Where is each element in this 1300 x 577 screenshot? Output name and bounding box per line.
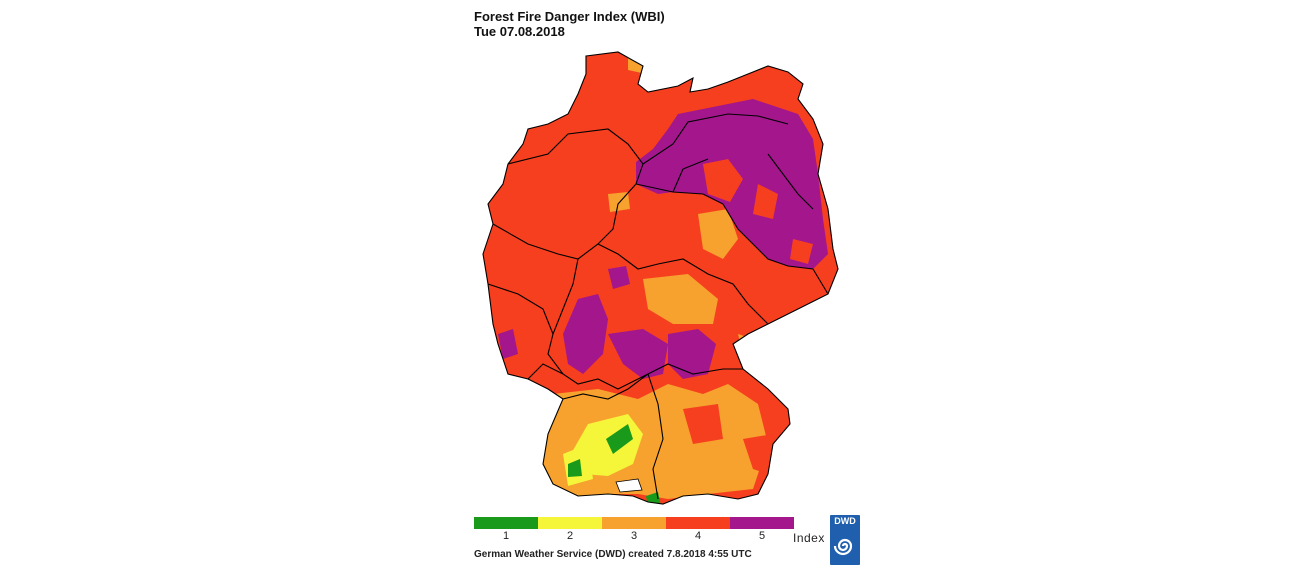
legend-swatch-1 <box>474 517 538 529</box>
dwd-logo: DWD <box>830 515 860 565</box>
legend-label-5: 5 <box>758 530 766 542</box>
legend-labels: 1 2 3 4 5 <box>474 530 794 542</box>
legend-swatch-2 <box>538 517 602 529</box>
legend-swatch-4 <box>666 517 730 529</box>
map-title: Forest Fire Danger Index (WBI) <box>474 9 665 24</box>
legend-label-3: 3 <box>630 530 638 542</box>
legend-colorbar <box>474 517 794 529</box>
legend-unit: Index <box>793 531 825 545</box>
legend-label-1: 1 <box>502 530 510 542</box>
legend-swatch-3 <box>602 517 666 529</box>
spiral-icon <box>833 538 853 556</box>
dwd-logo-text: DWD <box>834 516 856 526</box>
footer-credit: German Weather Service (DWD) created 7.8… <box>474 549 752 560</box>
title-block: Forest Fire Danger Index (WBI) Tue 07.08… <box>474 9 665 39</box>
legend-swatch-5 <box>730 517 794 529</box>
map-date: Tue 07.08.2018 <box>474 24 565 39</box>
fire-danger-map <box>468 44 858 510</box>
legend-label-4: 4 <box>694 530 702 542</box>
legend-label-2: 2 <box>566 530 574 542</box>
